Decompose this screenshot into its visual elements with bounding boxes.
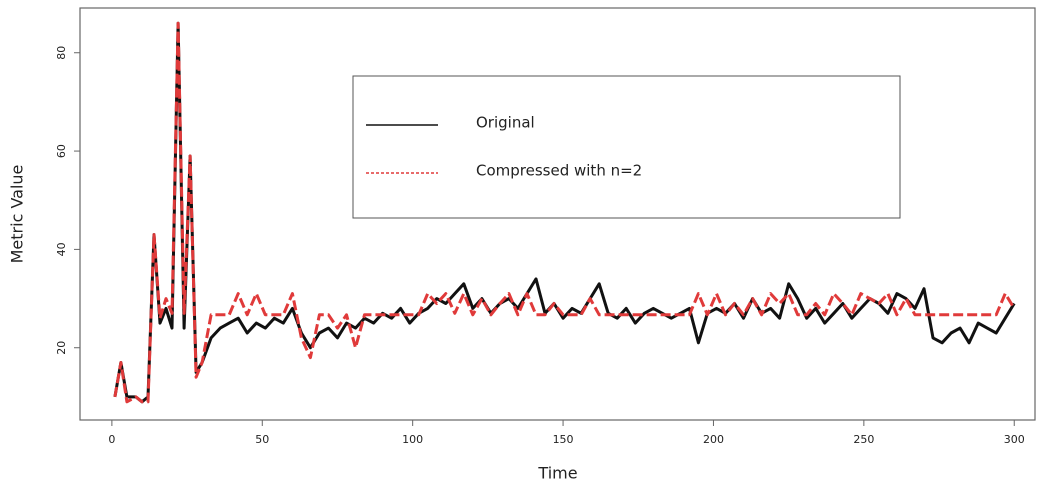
x-tick-label: 200 xyxy=(703,433,724,446)
legend-label: Compressed with n=2 xyxy=(476,162,642,180)
y-tick-label: 20 xyxy=(55,341,68,355)
y-tick-label: 80 xyxy=(55,46,68,60)
plot-frame xyxy=(79,7,1036,421)
x-tick-label: 250 xyxy=(853,433,874,446)
y-tick-label: 40 xyxy=(55,242,68,256)
legend-box xyxy=(352,75,901,219)
x-tick-label: 150 xyxy=(553,433,574,446)
series-line xyxy=(113,21,1016,404)
x-axis-title: Time xyxy=(537,464,577,483)
y-tick-label: 60 xyxy=(55,144,68,158)
x-tick-label: 100 xyxy=(402,433,423,446)
legend-label: Original xyxy=(476,114,535,132)
x-tick-label: 300 xyxy=(1004,433,1025,446)
legend: Original Compressed with n=2 xyxy=(352,75,901,219)
y-axis-title: Metric Value xyxy=(8,165,27,264)
x-tick-label: 0 xyxy=(108,433,115,446)
x-tick-label: 50 xyxy=(255,433,269,446)
